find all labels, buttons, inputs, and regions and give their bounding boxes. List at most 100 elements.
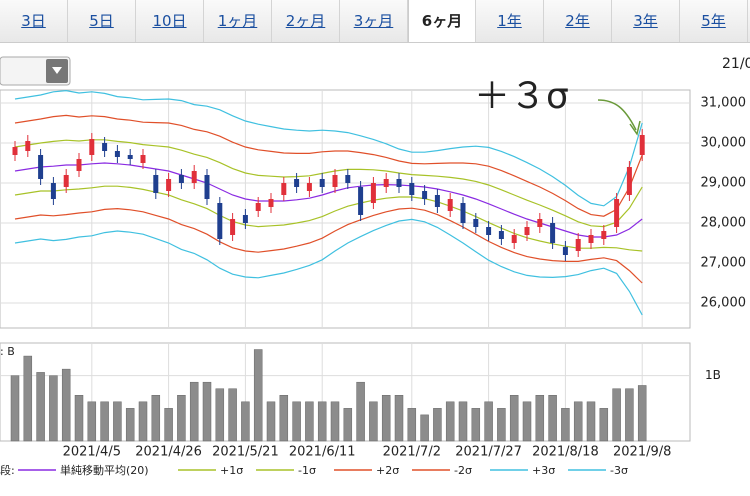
volume-bar xyxy=(509,395,519,442)
volume-bar xyxy=(471,408,481,442)
x-tick-label: 2021/9/8 xyxy=(613,445,671,460)
period-tab[interactable]: 10日 xyxy=(136,0,204,42)
x-tick-label: 2021/5/21 xyxy=(212,445,279,460)
volume-bar xyxy=(381,395,391,442)
candle-body xyxy=(268,199,274,207)
x-tick-label: 2021/4/5 xyxy=(63,445,121,460)
volume-bar xyxy=(625,388,634,442)
legend-label: +3σ xyxy=(532,464,555,477)
volume-bar xyxy=(266,401,276,442)
volume-bar xyxy=(497,408,506,442)
volume-bar xyxy=(407,408,417,442)
volume-bar xyxy=(573,401,583,442)
candle-body xyxy=(383,179,389,187)
volume-bar xyxy=(433,408,442,442)
annotation: ＋３σ xyxy=(474,76,569,117)
period-tab[interactable]: 2年 xyxy=(544,0,612,42)
candle-body xyxy=(447,199,453,211)
y-tick-label: 28,000 xyxy=(701,216,747,231)
volume-bar xyxy=(202,381,212,442)
candle-body xyxy=(319,179,325,187)
candle-body xyxy=(166,179,172,191)
y-tick-label: 27,000 xyxy=(701,256,747,271)
y-tick-label: 26,000 xyxy=(701,296,747,311)
candle-body xyxy=(473,219,479,227)
volume-bar xyxy=(189,381,199,442)
candle-body xyxy=(537,219,543,227)
candle-body xyxy=(255,203,261,211)
candle-body xyxy=(63,175,69,187)
date-fragment: 21/0 xyxy=(722,56,750,72)
volume-bar xyxy=(394,395,404,442)
volume-bar xyxy=(138,401,148,442)
volume-bar xyxy=(177,395,186,442)
candle-body xyxy=(217,203,223,239)
period-tab[interactable]: 3日 xyxy=(0,0,68,42)
period-tab[interactable]: 3年 xyxy=(612,0,680,42)
volume-bar xyxy=(113,401,122,442)
band-line xyxy=(14,139,643,228)
volume-bar xyxy=(87,401,97,442)
period-tab[interactable]: 6ヶ月 xyxy=(408,0,476,42)
volume-bar xyxy=(548,395,557,442)
candle-body xyxy=(102,143,108,151)
volume-bar xyxy=(61,368,71,442)
volume-bar xyxy=(241,401,250,442)
period-tab[interactable]: 5年 xyxy=(680,0,748,42)
candle-body xyxy=(230,219,236,235)
candle-body xyxy=(306,183,312,191)
volume-bar xyxy=(74,395,84,442)
period-tab[interactable]: 3ヶ月 xyxy=(340,0,408,42)
candle-body xyxy=(588,235,594,243)
candle-body xyxy=(191,171,197,183)
volume-bar xyxy=(317,401,327,442)
volume-bar xyxy=(164,408,173,442)
volume-bar xyxy=(100,401,109,442)
volume-bar xyxy=(637,385,647,442)
volume-bar xyxy=(612,388,621,442)
band-line xyxy=(14,207,643,284)
x-tick-label: 2021/8/18 xyxy=(532,445,599,460)
y-tick-label: 1B xyxy=(705,368,721,382)
band-line xyxy=(14,89,643,207)
legend-prefix: 段: xyxy=(0,463,15,477)
period-tab[interactable]: 1年 xyxy=(476,0,544,42)
candle-body xyxy=(498,231,504,239)
candle-body xyxy=(178,175,184,183)
volume-bar xyxy=(522,401,532,442)
candle-body xyxy=(396,179,402,187)
candle-body xyxy=(550,223,556,243)
candle-body xyxy=(639,135,645,155)
x-tick-label: 2021/7/2 xyxy=(383,445,441,460)
volume-bar xyxy=(215,388,225,442)
legend-label: -2σ xyxy=(454,464,472,477)
volume-bar xyxy=(253,349,263,442)
volume-bar xyxy=(330,401,340,442)
period-tab[interactable]: 2ヶ月 xyxy=(272,0,340,42)
volume-bar xyxy=(10,375,20,442)
legend-label: +2σ xyxy=(376,464,399,477)
period-tab[interactable]: 5日 xyxy=(68,0,136,42)
legend-label: -3σ xyxy=(610,464,628,477)
candle-body xyxy=(358,187,364,215)
candle-body xyxy=(76,159,82,171)
candle-body xyxy=(242,215,248,223)
dropdown-arrow xyxy=(52,67,62,74)
volume-bar xyxy=(151,395,161,442)
x-tick-label: 2021/6/11 xyxy=(289,445,356,460)
candle-body xyxy=(562,247,568,255)
candle-body xyxy=(524,227,530,235)
legend-label: +1σ xyxy=(220,464,243,477)
candle-body xyxy=(511,235,517,243)
y-tick-label: 30,000 xyxy=(701,136,747,151)
candle-body xyxy=(25,141,31,151)
volume-bar xyxy=(125,408,135,442)
period-tab[interactable]: 1ヶ月 xyxy=(204,0,272,42)
candle-body xyxy=(626,167,632,195)
candle-body xyxy=(575,239,581,251)
candle-body xyxy=(601,231,607,239)
band-line xyxy=(14,185,643,252)
y-tick-label: 29,000 xyxy=(701,176,747,191)
volume-unit: : B xyxy=(0,345,15,358)
